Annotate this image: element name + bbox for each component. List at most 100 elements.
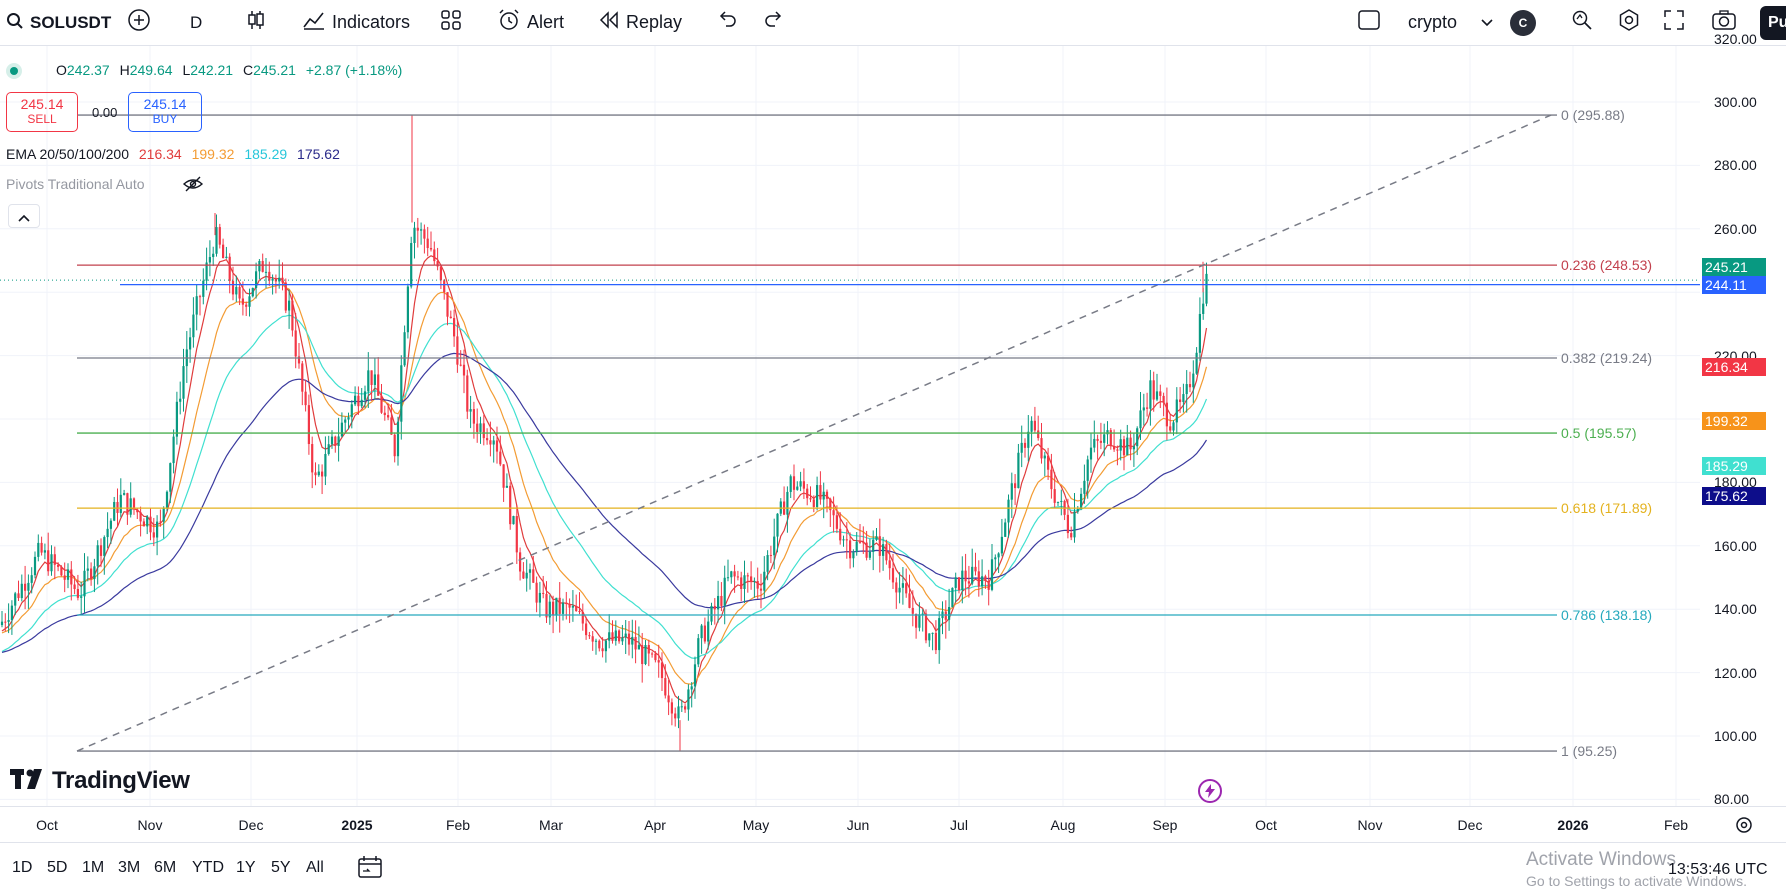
- candle: [413, 221, 416, 259]
- time-axis[interactable]: Oct Nov Dec 2025 Feb Mar Apr May Jun Jul Aug Sep Oct…: [0, 806, 1786, 842]
- goto-date-button[interactable]: [357, 855, 383, 884]
- range-button-1m[interactable]: 1M: [82, 859, 105, 876]
- select-layout-checkbox[interactable]: [1357, 0, 1381, 46]
- collapse-legend-button[interactable]: [8, 204, 40, 228]
- compare-symbol-button[interactable]: [125, 0, 153, 46]
- candle: [43, 543, 46, 560]
- activate-windows-subtitle: Go to Settings to activate Windows.: [1526, 873, 1747, 889]
- candle: [961, 556, 964, 604]
- candle: [57, 562, 60, 572]
- candle: [631, 619, 634, 659]
- candle: [1020, 425, 1023, 468]
- high-value: 249.64: [129, 62, 173, 78]
- candle: [882, 536, 885, 571]
- indicator-templates-button[interactable]: [440, 0, 462, 46]
- alert-button[interactable]: Alert: [497, 0, 564, 46]
- candle: [149, 507, 152, 541]
- chart-canvas[interactable]: 0 (295.88) 0.236 (248.53) 0.382 (219.24) 0.…: [0, 46, 1700, 806]
- interval-button[interactable]: D: [190, 12, 203, 32]
- candle: [33, 551, 37, 579]
- buy-button[interactable]: 245.14 BUY: [128, 92, 202, 132]
- ema-legend[interactable]: EMA 20/50/100/200 216.34 199.32 185.29 1…: [6, 146, 340, 162]
- symbol-search-button[interactable]: SOLUSDT: [6, 0, 111, 46]
- candle: [136, 508, 139, 520]
- price-axis[interactable]: 320.00 300.00 280.00 260.00 220.00 180.00 160.…: [1700, 31, 1786, 808]
- range-button-3m[interactable]: 3M: [118, 859, 141, 876]
- candle: [96, 540, 99, 585]
- ema-200-line: [1, 352, 1208, 653]
- fib-level-label: 0.382 (219.24): [1561, 350, 1652, 366]
- undo-button[interactable]: [716, 0, 738, 46]
- time-tick-label: Jul: [950, 817, 968, 833]
- price-tick-label: 280.00: [1714, 157, 1757, 174]
- user-badge[interactable]: C: [1510, 10, 1536, 36]
- range-button-ytd[interactable]: YTD: [192, 859, 224, 876]
- candle: [865, 530, 868, 561]
- candle: [918, 602, 921, 632]
- settings-button[interactable]: [1617, 0, 1641, 46]
- candle: [248, 288, 251, 317]
- candle: [1146, 392, 1149, 417]
- candle: [281, 262, 284, 291]
- search-icon: [6, 12, 24, 34]
- layout-dropdown[interactable]: [1480, 0, 1494, 46]
- candle: [1192, 360, 1195, 403]
- replay-button[interactable]: Replay: [598, 0, 682, 46]
- candle: [948, 588, 951, 631]
- grid: [0, 46, 1700, 806]
- candle: [905, 568, 908, 598]
- range-button-6m[interactable]: 6M: [154, 859, 177, 876]
- fullscreen-button[interactable]: [1663, 0, 1685, 46]
- candle: [1155, 373, 1159, 402]
- candle: [208, 240, 211, 277]
- publish-button[interactable]: Pu: [1760, 6, 1786, 40]
- snapshot-button[interactable]: [1711, 0, 1737, 46]
- top-toolbar: SOLUSDT D Indicators Alert Replay: [0, 0, 1786, 46]
- redo-button[interactable]: [763, 0, 785, 46]
- candle: [10, 600, 13, 635]
- market-status-dot[interactable]: [10, 67, 18, 75]
- range-button-5d[interactable]: 5D: [47, 859, 68, 876]
- indicators-button[interactable]: Indicators: [302, 0, 410, 46]
- utc-clock[interactable]: 13:53:46 UTC: [1668, 861, 1768, 878]
- price-tick-label: 260.00: [1714, 220, 1757, 237]
- sell-button[interactable]: 245.14 SELL: [6, 92, 78, 132]
- camera-icon: [1711, 9, 1737, 36]
- candle: [763, 556, 766, 599]
- range-button-1d[interactable]: 1D: [12, 859, 33, 876]
- layout-name-button[interactable]: crypto: [1408, 12, 1458, 32]
- range-button-all[interactable]: All: [306, 859, 324, 876]
- candle: [40, 536, 43, 556]
- candle: [80, 581, 83, 615]
- pivots-legend[interactable]: Pivots Traditional Auto: [6, 176, 145, 192]
- candle: [1139, 392, 1142, 441]
- candle: [928, 633, 931, 647]
- price-tick-label: 140.00: [1714, 601, 1757, 618]
- fib-retracement[interactable]: 0 (295.88) 0.236 (248.53) 0.382 (219.24) 0.…: [76, 107, 1652, 759]
- candle: [502, 464, 505, 502]
- candle: [1000, 518, 1003, 557]
- candle: [314, 462, 317, 486]
- candle: [142, 518, 145, 527]
- candle: [1076, 505, 1079, 514]
- price-tick-label: 180.00: [1714, 474, 1757, 491]
- candle: [225, 246, 228, 259]
- candle: [971, 548, 974, 586]
- quick-search-button[interactable]: [1570, 0, 1594, 46]
- lightning-icon[interactable]: [1198, 779, 1222, 803]
- candle: [697, 634, 700, 668]
- fib-level-label: 0 (295.88): [1561, 107, 1625, 123]
- candle: [512, 515, 515, 525]
- candle: [393, 432, 396, 463]
- tradingview-logo[interactable]: TradingView: [10, 767, 190, 795]
- candle: [730, 570, 733, 584]
- candle: [1162, 392, 1165, 417]
- eye-crossed-icon[interactable]: [182, 175, 204, 198]
- chart-type-button[interactable]: [245, 0, 267, 46]
- range-button-1y[interactable]: 1Y: [236, 859, 256, 876]
- axis-settings-icon[interactable]: [1734, 815, 1754, 840]
- range-button-5y[interactable]: 5Y: [271, 859, 291, 876]
- candle: [1086, 455, 1089, 499]
- time-tick-label: Dec: [238, 817, 264, 833]
- candle: [429, 231, 433, 252]
